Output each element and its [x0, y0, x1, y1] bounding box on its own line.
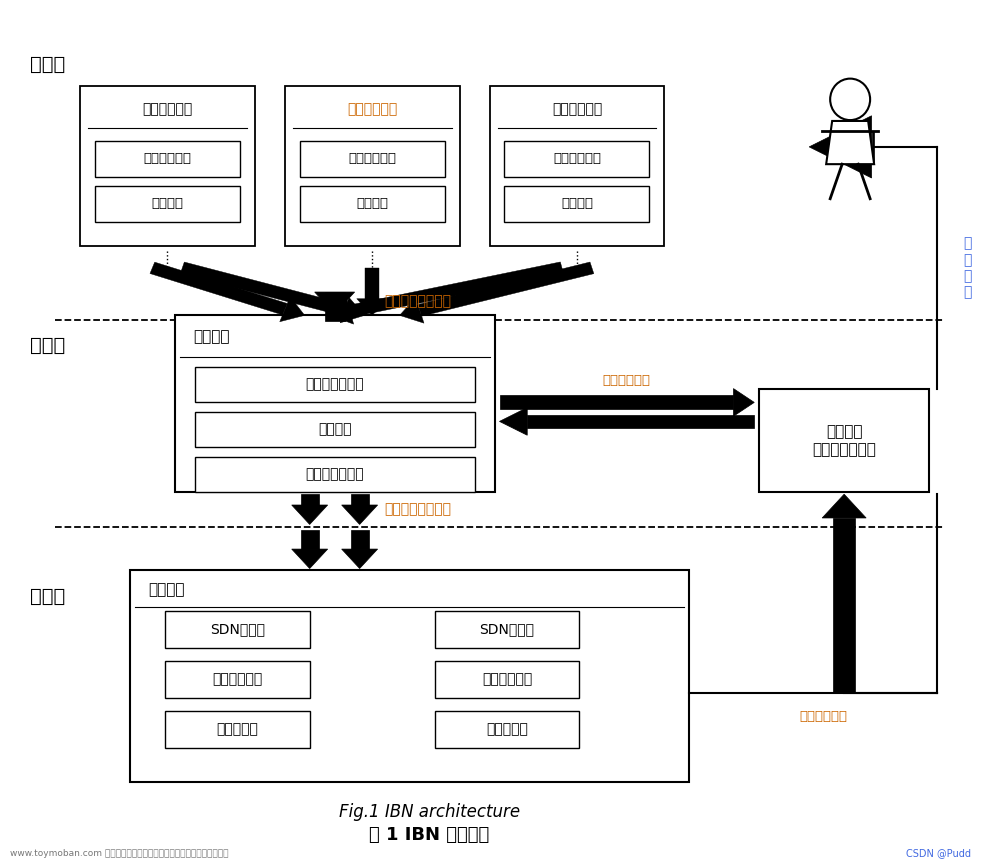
Text: 网络层: 网络层: [30, 587, 65, 606]
Text: 策略优化与下发: 策略优化与下发: [306, 467, 364, 481]
Text: Fig.1 IBN architecture: Fig.1 IBN architecture: [339, 804, 520, 821]
Text: 南向策略下发接口: 南向策略下发接口: [385, 503, 452, 517]
Polygon shape: [342, 550, 378, 569]
Text: 意图层: 意图层: [30, 336, 65, 355]
Text: 图 1 IBN 体系结构: 图 1 IBN 体系结构: [370, 827, 490, 844]
Bar: [300, 186, 445, 222]
Polygon shape: [342, 505, 378, 524]
Text: 用户网络意图: 用户网络意图: [142, 102, 193, 116]
Text: 意图解析与转译: 意图解析与转译: [306, 378, 364, 391]
Bar: [325, 292, 345, 321]
Bar: [759, 389, 929, 492]
Text: 语音形式: 语音形式: [151, 197, 184, 211]
Bar: [195, 412, 475, 447]
Bar: [195, 367, 475, 402]
Polygon shape: [280, 296, 305, 321]
Text: 用户网络意图: 用户网络意图: [551, 102, 602, 116]
Text: 网络状态信息: 网络状态信息: [602, 374, 651, 387]
Polygon shape: [292, 505, 328, 524]
Bar: [435, 611, 579, 648]
Bar: [490, 86, 664, 246]
Bar: [351, 530, 369, 550]
Polygon shape: [349, 262, 563, 317]
Bar: [833, 518, 855, 693]
Bar: [500, 396, 733, 410]
Bar: [95, 186, 240, 222]
Text: 网络元素: 网络元素: [148, 581, 185, 597]
Bar: [435, 711, 579, 748]
Bar: [165, 611, 310, 648]
Text: 普通交换机: 普通交换机: [487, 722, 527, 737]
Polygon shape: [357, 299, 388, 315]
Polygon shape: [826, 121, 874, 164]
Text: CSDN @Pudd: CSDN @Pudd: [906, 848, 971, 858]
Bar: [435, 661, 579, 698]
Polygon shape: [340, 297, 365, 323]
Text: 普通交换机: 普通交换机: [217, 722, 258, 737]
Text: 应用层: 应用层: [30, 55, 65, 74]
Text: 可编程交换机: 可编程交换机: [482, 672, 532, 687]
Text: 策略验证: 策略验证: [318, 422, 352, 436]
Text: 语音形式: 语音形式: [560, 197, 593, 211]
Polygon shape: [400, 297, 424, 323]
Bar: [130, 570, 689, 782]
Bar: [504, 141, 649, 177]
Text: 语音形式: 语音形式: [356, 197, 389, 211]
Polygon shape: [418, 262, 593, 316]
Polygon shape: [500, 408, 527, 435]
Text: SDN交换机: SDN交换机: [210, 622, 265, 637]
Text: 北向意图输入接口: 北向意图输入接口: [385, 295, 452, 308]
Text: 自然语言形式: 自然语言形式: [552, 152, 601, 166]
Bar: [80, 86, 255, 246]
Polygon shape: [315, 292, 355, 314]
Text: www.toymoban.com 网络图片仅供展示，非存储，如有侵权请联系删除。: www.toymoban.com 网络图片仅供展示，非存储，如有侵权请联系删除。: [10, 849, 229, 858]
Polygon shape: [330, 298, 354, 324]
Text: 意
图
反
馈: 意 图 反 馈: [963, 237, 971, 299]
Text: 可编程交换机: 可编程交换机: [212, 672, 263, 687]
Bar: [300, 141, 445, 177]
Text: 意图引擎: 意图引擎: [193, 329, 230, 345]
Polygon shape: [733, 389, 754, 416]
Text: 自然语言形式: 自然语言形式: [348, 152, 397, 166]
Text: SDN交换机: SDN交换机: [480, 622, 534, 637]
Bar: [95, 141, 240, 177]
Bar: [301, 530, 319, 550]
Bar: [175, 315, 495, 492]
Bar: [351, 494, 369, 505]
Bar: [285, 86, 460, 246]
Bar: [527, 415, 754, 429]
Text: 自然语言形式: 自然语言形式: [143, 152, 192, 166]
Ellipse shape: [830, 79, 870, 120]
Text: 上传网络状态: 上传网络状态: [799, 710, 847, 723]
Polygon shape: [180, 262, 347, 316]
Bar: [165, 711, 310, 748]
Polygon shape: [150, 262, 288, 314]
Polygon shape: [822, 494, 866, 518]
Bar: [871, 131, 874, 162]
Polygon shape: [809, 116, 871, 178]
Text: 用户网络意图: 用户网络意图: [347, 102, 398, 116]
Polygon shape: [292, 550, 328, 569]
Text: 网络状态
信息收集与分析: 网络状态 信息收集与分析: [812, 424, 876, 457]
Polygon shape: [365, 268, 379, 299]
Bar: [301, 494, 319, 505]
Bar: [504, 186, 649, 222]
Bar: [165, 661, 310, 698]
Bar: [195, 457, 475, 492]
